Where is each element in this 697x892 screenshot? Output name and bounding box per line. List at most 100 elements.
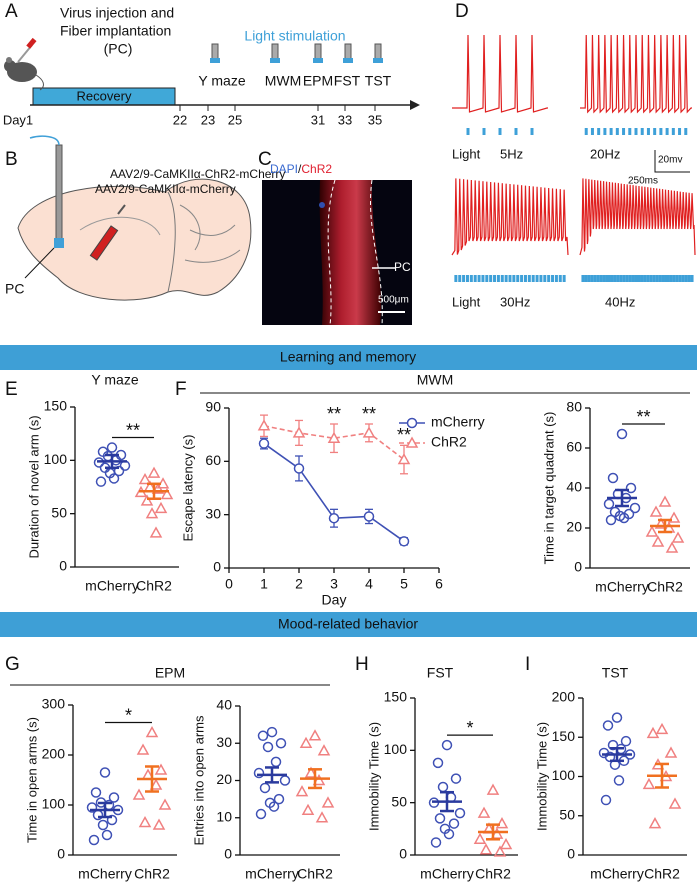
chart-title: Y maze — [91, 372, 138, 388]
x-tick-label: mCherry — [590, 866, 644, 882]
chart-title: MWM — [417, 372, 454, 388]
data-point — [101, 829, 113, 841]
data-point — [328, 512, 340, 524]
y-tick-label: 50 — [559, 806, 575, 822]
light-pulse — [634, 275, 638, 282]
x-tick-label: 0 — [225, 576, 233, 592]
significance-label: ** — [636, 407, 650, 427]
light-icon — [314, 43, 322, 61]
day-label: 35 — [368, 112, 382, 127]
data-point — [86, 802, 98, 813]
light-pulse — [643, 275, 647, 282]
data-point — [629, 502, 641, 514]
light-pulse — [622, 128, 626, 135]
voltage-trace — [451, 178, 569, 256]
light-pulse — [665, 128, 669, 135]
y-axis-label: Duration of novel arm (s) — [26, 415, 41, 558]
stain: DAPI — [270, 162, 298, 176]
day-label: 23 — [201, 112, 215, 127]
light-pulse — [496, 275, 500, 282]
data-point — [605, 514, 617, 526]
data-point — [145, 507, 159, 519]
light-pulse — [523, 275, 527, 282]
day-label: 22 — [173, 112, 187, 127]
x-tick-label: ChR2 — [475, 866, 511, 882]
significance-label: ** — [327, 404, 341, 424]
light-pulse — [482, 128, 486, 135]
panel-label: F — [175, 379, 187, 400]
data-point — [317, 744, 331, 756]
light-pulse — [520, 275, 524, 282]
panel-label: B — [5, 149, 18, 170]
light-label: Light — [452, 294, 481, 309]
light-pulse — [466, 128, 470, 135]
data-point — [154, 763, 168, 775]
light-pulse — [634, 128, 638, 135]
light-pulse — [672, 275, 676, 282]
data-point — [607, 739, 619, 751]
y-tick-label: 0 — [574, 559, 582, 575]
voltage-trace — [580, 34, 692, 114]
light-label: Light — [452, 146, 481, 161]
light-pulse — [558, 275, 562, 282]
data-point — [611, 712, 623, 723]
legend-marker — [406, 417, 418, 429]
data-point — [473, 832, 487, 845]
panel-label: I — [525, 654, 530, 675]
y-tick-label: 30 — [216, 734, 232, 750]
data-point — [154, 501, 168, 514]
y-tick-label: 50 — [391, 793, 407, 809]
data-point — [149, 778, 163, 790]
data-point — [649, 505, 663, 517]
light-pulse — [610, 275, 614, 282]
x-tick-label: 6 — [435, 576, 443, 592]
data-point — [613, 775, 625, 786]
y-tick-label: 90 — [205, 399, 221, 415]
scale-bar-label: 500μm — [378, 295, 409, 306]
light-pulse — [684, 275, 688, 282]
frequency-label: 20Hz — [590, 146, 620, 161]
data-point — [253, 767, 265, 779]
light-pulse — [640, 275, 644, 282]
light-pulse — [664, 275, 668, 282]
light-pulse — [485, 275, 489, 282]
significance-label: * — [466, 718, 473, 738]
light-pulse — [622, 275, 626, 282]
site-label: PC — [5, 281, 24, 297]
y-tick-label: 0 — [224, 846, 232, 862]
light-pulse — [637, 275, 641, 282]
chart-title: FST — [427, 665, 454, 681]
x-tick-label: mCherry — [595, 579, 649, 595]
section-banner — [0, 345, 697, 370]
data-point — [257, 730, 269, 742]
light-icon — [210, 58, 220, 63]
data-point — [362, 426, 376, 438]
light-icon — [374, 43, 382, 61]
light-pulse — [465, 275, 469, 282]
data-point — [648, 817, 662, 829]
light-icon — [270, 58, 280, 63]
data-point — [437, 781, 449, 793]
chart-title: EPM — [155, 665, 185, 681]
light-pulse — [659, 128, 663, 135]
y-tick-label: 20 — [216, 771, 232, 787]
light-pulse — [666, 275, 670, 282]
light-pulse — [655, 275, 659, 282]
data-point — [266, 726, 278, 738]
data-point — [275, 738, 287, 749]
data-point — [658, 495, 672, 507]
data-point — [499, 837, 513, 850]
chart-title: TST — [602, 665, 629, 681]
stain-separator: / — [298, 162, 302, 176]
data-point — [667, 511, 681, 523]
data-point — [600, 794, 612, 806]
data-point — [258, 438, 270, 449]
stimulation-label: Light stimulation — [244, 28, 345, 44]
light-pulse — [593, 275, 597, 282]
day-label: 31 — [311, 112, 325, 127]
x-tick-label: mCherry — [78, 866, 132, 882]
light-pulse — [527, 275, 531, 282]
y-tick-label: 100 — [384, 741, 408, 757]
y-axis-label: Time in target quadrant (s) — [541, 412, 556, 565]
